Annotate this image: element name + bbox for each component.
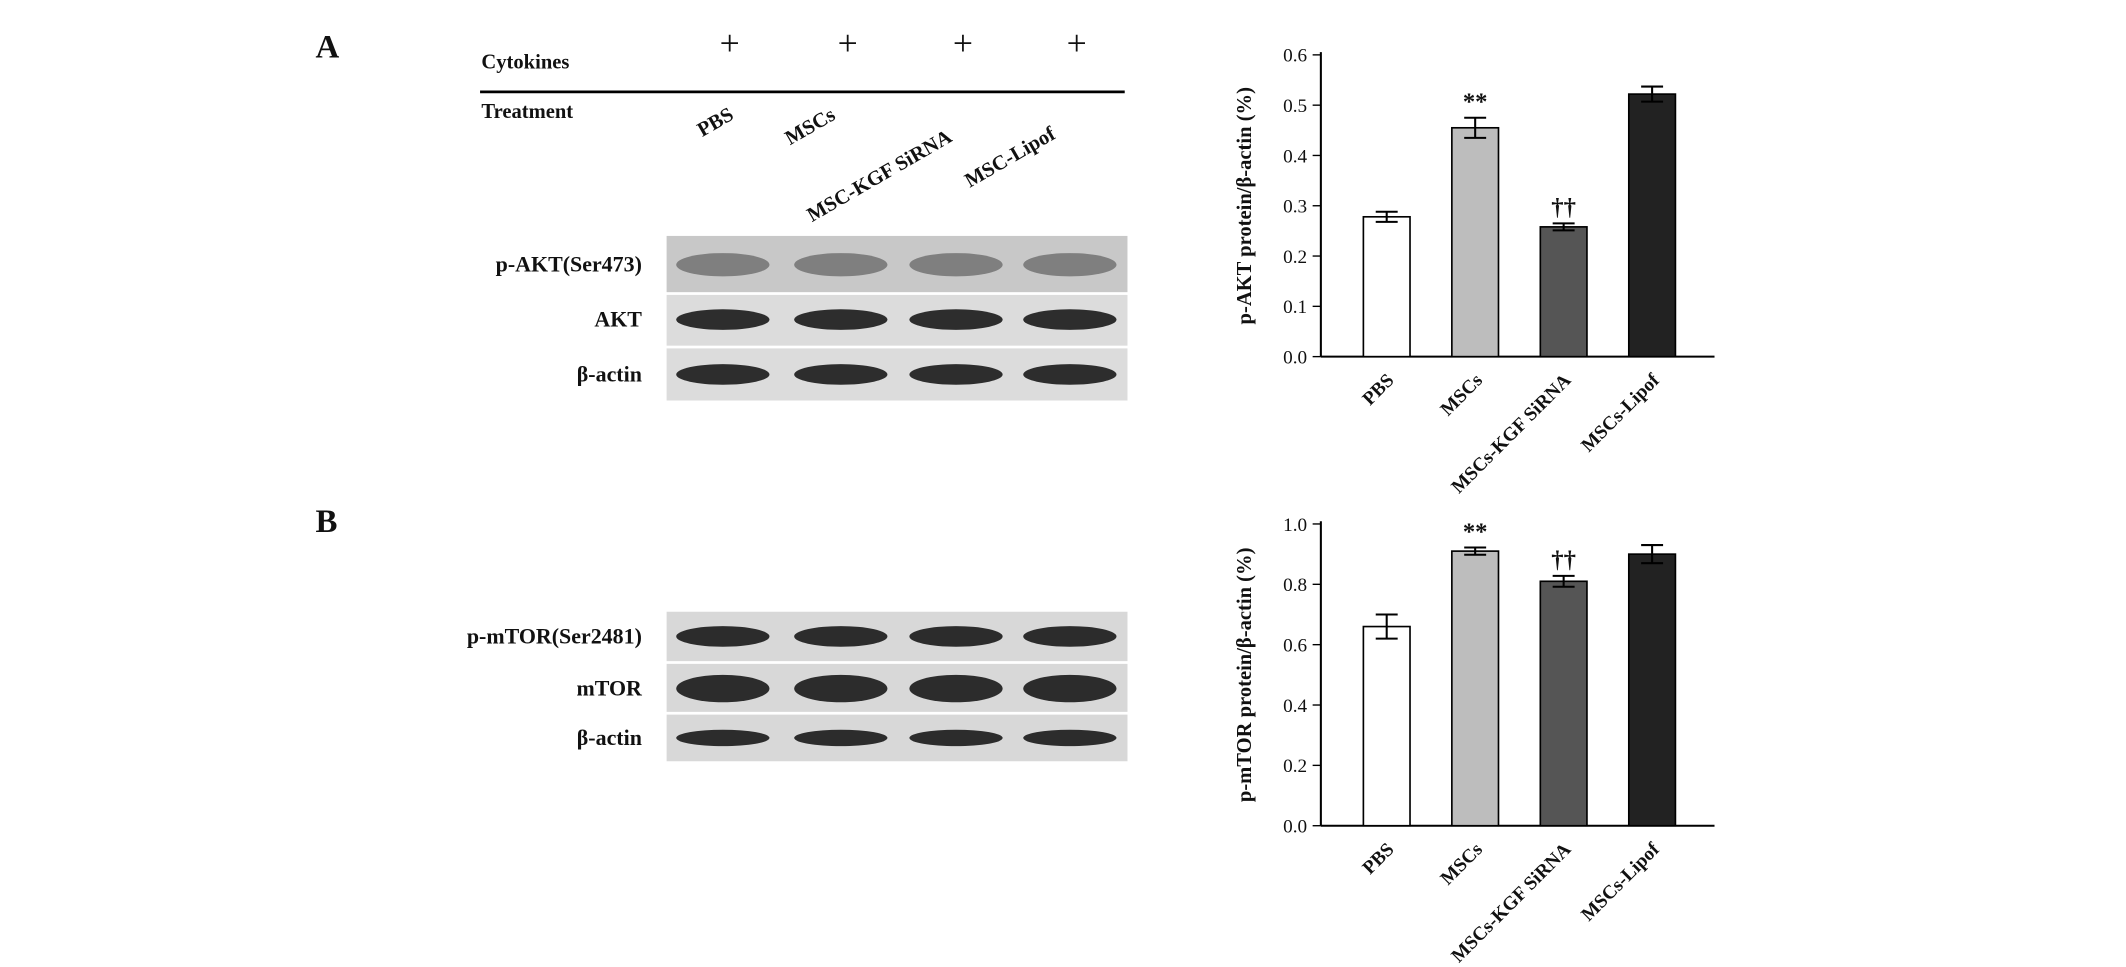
error-bar bbox=[1641, 544, 1664, 565]
y-tick-label: 1.0 bbox=[1283, 515, 1307, 536]
annotation: ** bbox=[1463, 518, 1488, 545]
y-tick-label: 0.4 bbox=[1283, 146, 1307, 167]
cytokine-mark: + bbox=[953, 23, 973, 63]
y-tick-label: 0.8 bbox=[1283, 575, 1307, 596]
band bbox=[676, 364, 770, 385]
y-tick-label: 0.6 bbox=[1283, 46, 1307, 67]
band bbox=[1023, 364, 1117, 385]
bar bbox=[1451, 126, 1500, 358]
bar bbox=[1362, 215, 1411, 358]
y-tick-label: 0.0 bbox=[1283, 347, 1307, 368]
bar bbox=[1539, 580, 1588, 827]
band bbox=[909, 364, 1003, 385]
header-label: Treatment bbox=[481, 101, 573, 123]
band bbox=[909, 626, 1003, 647]
x-tick-label: MSCs-Lipof bbox=[1577, 839, 1664, 926]
x-tick-label: PBS bbox=[1359, 839, 1399, 879]
y-tick-label: 0.3 bbox=[1283, 197, 1307, 218]
blot-label: mTOR bbox=[576, 675, 643, 700]
y-tick-label: 0.5 bbox=[1283, 96, 1307, 117]
x-tick-label: MSCs bbox=[1437, 839, 1487, 889]
cytokine-mark: + bbox=[720, 23, 740, 63]
error-bar bbox=[1375, 613, 1398, 640]
band bbox=[794, 729, 888, 747]
y-tick-label: 0.6 bbox=[1283, 636, 1307, 657]
y-axis-label: p-mTOR protein/β-actin (%) bbox=[1234, 548, 1256, 803]
y-tick-label: 0.2 bbox=[1283, 247, 1307, 268]
error-bar bbox=[1552, 574, 1575, 588]
header-label: Cytokines bbox=[481, 52, 569, 74]
panel-label: B bbox=[315, 504, 337, 540]
band bbox=[676, 729, 770, 747]
band bbox=[794, 253, 888, 277]
bar bbox=[1451, 550, 1500, 827]
band bbox=[1023, 729, 1117, 747]
band bbox=[909, 674, 1003, 703]
y-axis-label: p-AKT protein/β-actin (%) bbox=[1234, 87, 1256, 324]
blot-label: β-actin bbox=[577, 725, 642, 750]
annotation: ** bbox=[1463, 89, 1488, 116]
bar bbox=[1627, 553, 1677, 827]
band bbox=[909, 729, 1003, 747]
x-tick-label: MSCs-Lipof bbox=[1577, 370, 1664, 457]
error-bar bbox=[1375, 210, 1398, 223]
y-tick-label: 0.4 bbox=[1283, 696, 1307, 717]
blot-label: p-AKT(Ser473) bbox=[496, 252, 642, 277]
x-tick-label: MSCs bbox=[1437, 370, 1487, 420]
error-bar bbox=[1464, 546, 1487, 556]
panel-label: A bbox=[315, 30, 339, 66]
error-bar bbox=[1552, 222, 1575, 232]
band bbox=[909, 253, 1003, 277]
annotation: †† bbox=[1551, 547, 1576, 574]
band bbox=[676, 253, 770, 277]
band bbox=[1023, 309, 1117, 330]
band bbox=[676, 309, 770, 330]
y-tick-label: 0.2 bbox=[1283, 756, 1307, 777]
treatment-label: MSC-Lipof bbox=[961, 122, 1060, 192]
bar bbox=[1539, 226, 1588, 358]
cytokine-mark: + bbox=[838, 23, 858, 63]
band bbox=[794, 309, 888, 330]
y-tick-label: 0.0 bbox=[1283, 817, 1307, 838]
bar bbox=[1627, 93, 1677, 358]
band bbox=[1023, 626, 1117, 647]
band bbox=[676, 626, 770, 647]
x-tick-label: PBS bbox=[1359, 370, 1399, 410]
band bbox=[794, 626, 888, 647]
band bbox=[1023, 674, 1117, 703]
treatment-label: MSCs bbox=[782, 104, 840, 150]
error-bar bbox=[1464, 116, 1487, 139]
band bbox=[794, 674, 888, 703]
band bbox=[909, 309, 1003, 330]
treatment-label: MSC-KGF SiRNA bbox=[803, 126, 955, 227]
annotation: †† bbox=[1551, 194, 1576, 221]
blot-label: β-actin bbox=[577, 361, 642, 386]
band bbox=[794, 364, 888, 385]
y-tick-label: 0.1 bbox=[1283, 297, 1307, 318]
band bbox=[676, 674, 770, 703]
band bbox=[1023, 253, 1117, 277]
bar bbox=[1362, 625, 1411, 827]
cytokine-mark: + bbox=[1067, 23, 1087, 63]
blot-label: AKT bbox=[594, 306, 642, 331]
error-bar bbox=[1641, 85, 1664, 103]
blot-label: p-mTOR(Ser2481) bbox=[467, 623, 642, 648]
treatment-label: PBS bbox=[694, 104, 738, 142]
